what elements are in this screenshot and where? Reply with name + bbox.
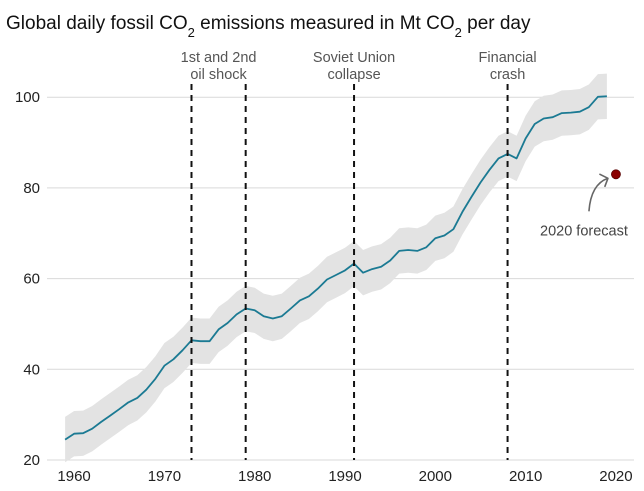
event-label-line2: collapse bbox=[327, 67, 380, 83]
forecast-arrow bbox=[588, 177, 609, 212]
event-label-line1: 1st and 2nd bbox=[181, 50, 257, 66]
emissions-line-group bbox=[64, 95, 607, 441]
forecast-point bbox=[611, 169, 621, 180]
event-label-line2: oil shock bbox=[190, 67, 247, 83]
y-tick-label: 20 bbox=[23, 452, 40, 469]
event-label-line1: Financial bbox=[479, 50, 537, 66]
y-tick-labels: 20 40 60 80 100 bbox=[15, 89, 40, 469]
event-label-line2: crash bbox=[490, 67, 525, 83]
x-tick-label: 1970 bbox=[148, 468, 181, 485]
y-tick-label: 100 bbox=[15, 89, 40, 106]
event-label-line1: Soviet Union bbox=[313, 50, 395, 66]
forecast-arrowhead bbox=[599, 173, 609, 188]
x-tick-label: 1980 bbox=[238, 468, 271, 485]
forecast-annotation: 2020 forecast bbox=[540, 169, 628, 239]
chart-title: Global daily fossil CO2 emissions measur… bbox=[6, 13, 531, 40]
x-tick-label: 2000 bbox=[419, 468, 452, 485]
y-tick-label: 80 bbox=[23, 180, 40, 197]
x-tick-label: 2020 bbox=[599, 468, 632, 485]
emissions-line bbox=[64, 95, 607, 441]
y-tick-label: 60 bbox=[23, 271, 40, 288]
uncertainty-band-group bbox=[65, 73, 607, 463]
x-tick-label: 2010 bbox=[509, 468, 542, 485]
x-tick-label: 1960 bbox=[57, 468, 90, 485]
x-tick-labels: 1960 1970 1980 1990 2000 2010 2020 bbox=[57, 468, 632, 485]
y-tick-label: 40 bbox=[23, 361, 40, 378]
uncertainty-band bbox=[65, 73, 607, 463]
x-tick-label: 1990 bbox=[328, 468, 361, 485]
forecast-label: 2020 forecast bbox=[540, 223, 628, 239]
